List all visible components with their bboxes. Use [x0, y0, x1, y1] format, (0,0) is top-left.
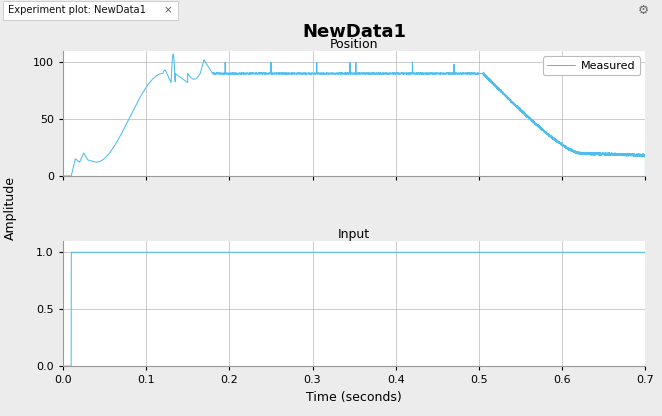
- Title: Input: Input: [338, 228, 370, 241]
- Text: ⚙: ⚙: [638, 4, 649, 17]
- Text: ×: ×: [164, 5, 173, 15]
- Text: NewData1: NewData1: [302, 23, 406, 41]
- Text: Amplitude: Amplitude: [3, 176, 17, 240]
- Legend: Measured: Measured: [543, 56, 640, 75]
- Text: Experiment plot: NewData1: Experiment plot: NewData1: [8, 5, 146, 15]
- X-axis label: Time (seconds): Time (seconds): [307, 391, 402, 404]
- Bar: [3, 1, 178, 20]
- Title: Position: Position: [330, 38, 379, 51]
